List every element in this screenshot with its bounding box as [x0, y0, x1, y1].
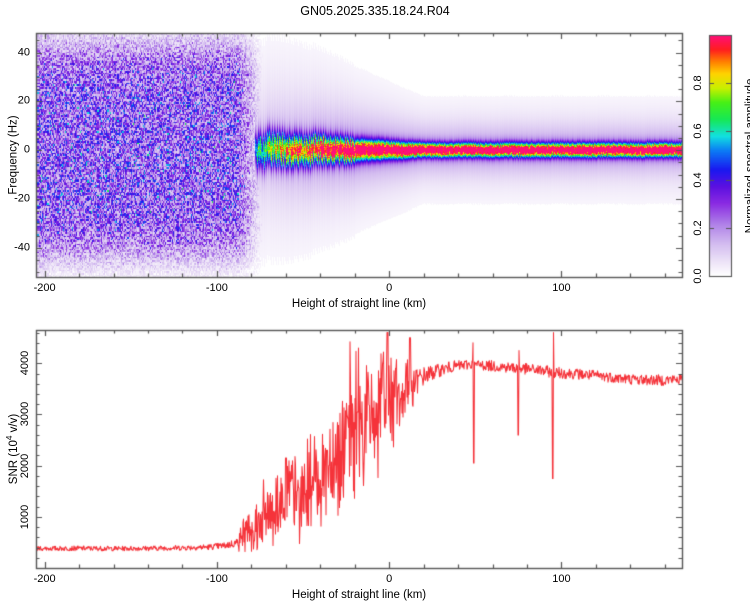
colorbar-tick-0: 0.0: [692, 268, 704, 284]
snr-ytick-1: 2000: [19, 453, 31, 478]
spectrogram-ytick-2: 0: [23, 143, 30, 156]
snr-ytick-3: 4000: [19, 351, 31, 376]
snr-xtick-3: 100: [552, 573, 571, 585]
snr-xtick-0: -200: [33, 573, 56, 585]
colorbar-tick-2: 0.4: [692, 171, 704, 188]
colorbar-tick-3: 0.6: [692, 123, 704, 140]
spectrogram-xtick-3: 100: [552, 282, 571, 294]
colorbar-tick-1: 0.2: [692, 220, 704, 236]
snr-ytick-0: 1000: [19, 504, 31, 530]
snr-xlabel: Height of straight line (km): [291, 589, 427, 601]
snr-xtick-2: 0: [386, 573, 393, 585]
page-title: GN05.2025.335.18.24.R04: [300, 4, 450, 18]
spectrogram-xtick-0: -200: [33, 282, 56, 294]
colorbar-tick-4: 0.8: [692, 75, 704, 91]
spectrogram-xlabel: Height of straight line (km): [291, 298, 427, 310]
spectrogram-ylabel: Frequency (Hz): [7, 115, 20, 195]
spectrogram-ytick-0: 40: [17, 46, 30, 59]
snr-xtick-1: -100: [205, 573, 228, 585]
snr-ytick-2: 3000: [19, 402, 31, 427]
spectrogram-ytick-3: -20: [14, 192, 30, 205]
spectrogram-ytick-4: -40: [14, 241, 30, 254]
spectrogram-ytick-1: 20: [17, 94, 30, 107]
spectrogram-xtick-1: -100: [205, 282, 228, 294]
colorbar-label: Normalized spectral amplitude: [744, 78, 750, 233]
snr-ylabel: SNR (104 v/v): [4, 413, 20, 485]
spectrogram-xtick-2: 0: [386, 282, 393, 294]
